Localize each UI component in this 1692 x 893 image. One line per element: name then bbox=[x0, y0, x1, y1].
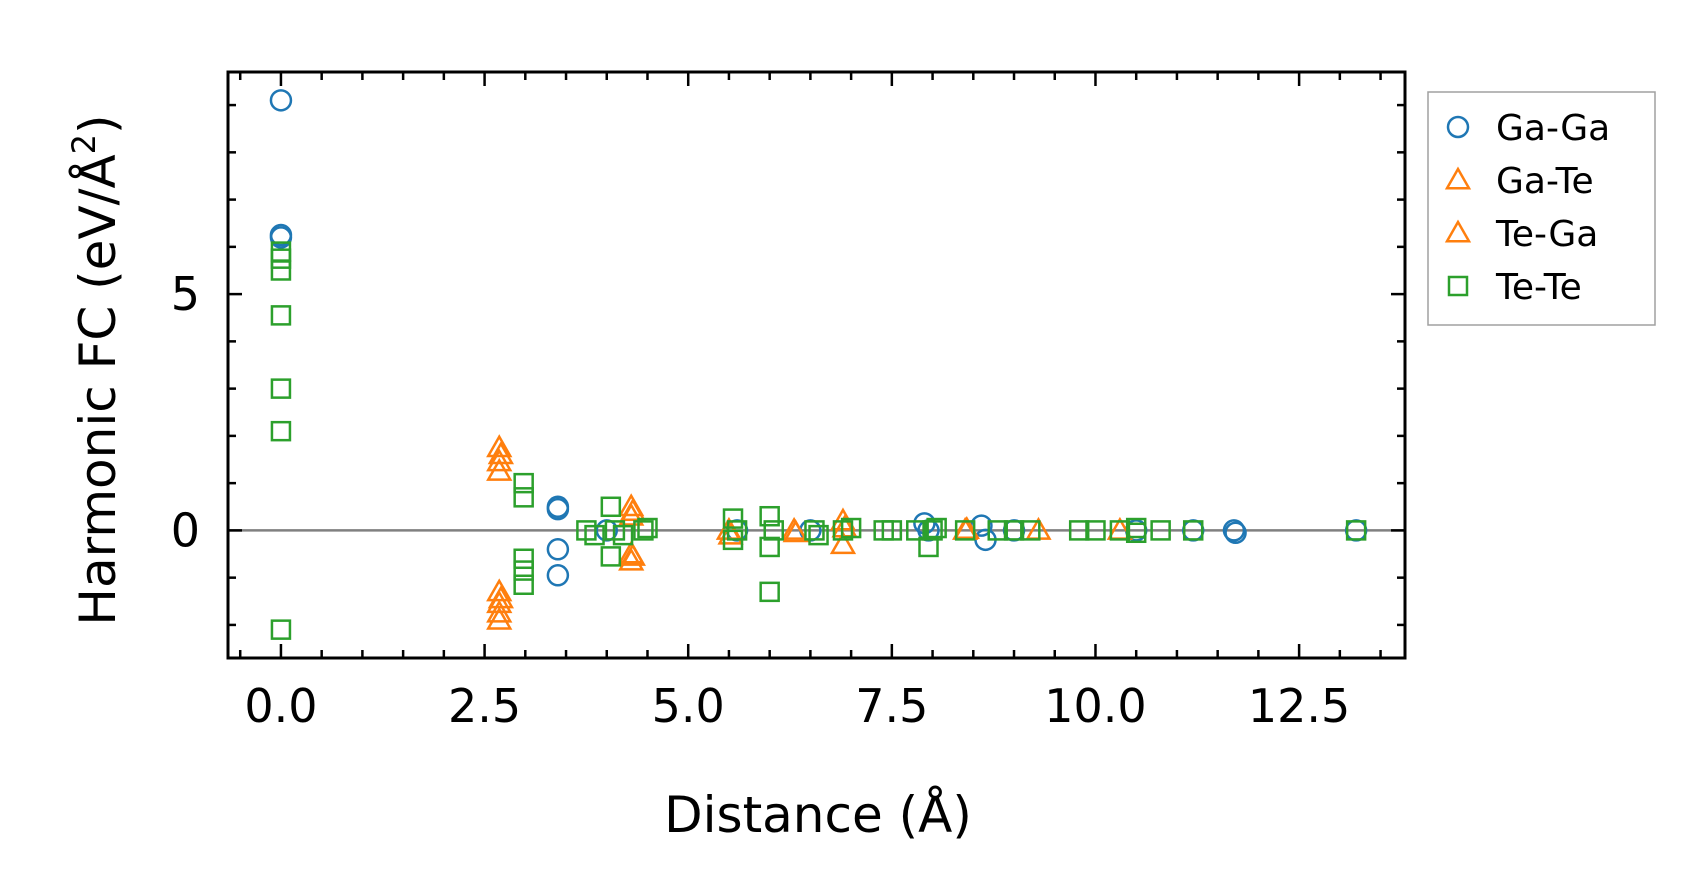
data-point bbox=[1224, 521, 1247, 545]
data-point bbox=[829, 531, 857, 555]
data-point bbox=[804, 520, 825, 541]
data-point bbox=[763, 520, 784, 541]
legend: Ga-Ga Ga-Te Te-Ga Te-Te bbox=[1427, 91, 1656, 326]
data-point bbox=[600, 496, 622, 518]
data-point bbox=[269, 89, 293, 112]
data-point bbox=[487, 441, 515, 465]
x-tick-label: 12.5 bbox=[1248, 679, 1350, 733]
data-point bbox=[612, 524, 634, 546]
series-te-ga bbox=[487, 441, 980, 609]
data-point bbox=[546, 497, 570, 521]
y-axis-label-sup: 2 bbox=[65, 134, 103, 154]
data-point bbox=[619, 497, 646, 521]
data-markers bbox=[269, 89, 1368, 640]
data-point bbox=[513, 487, 534, 508]
y-axis-label-main: Harmonic FC (eV/Å bbox=[69, 154, 127, 625]
data-point bbox=[633, 520, 654, 541]
data-point bbox=[954, 520, 976, 541]
x-tick-label: 2.5 bbox=[448, 679, 521, 733]
data-point bbox=[840, 517, 862, 539]
data-point bbox=[486, 457, 513, 481]
data-point bbox=[637, 517, 658, 539]
y-axis-label-end: ) bbox=[69, 114, 127, 134]
data-point bbox=[600, 546, 622, 567]
plot-frame bbox=[226, 70, 1407, 660]
x-axis-label: Distance (Å) bbox=[664, 786, 972, 844]
legend-item: Te-Te bbox=[1447, 267, 1582, 308]
data-point bbox=[513, 472, 534, 494]
data-point bbox=[270, 619, 292, 640]
data-point bbox=[1125, 517, 1147, 539]
data-point bbox=[584, 524, 605, 546]
x-tick-label: 5.0 bbox=[652, 679, 725, 733]
legend-item: Ga-Ga bbox=[1446, 108, 1610, 149]
data-point bbox=[1182, 520, 1204, 541]
series-te-te bbox=[270, 241, 1367, 640]
data-point bbox=[270, 420, 292, 442]
data-point bbox=[486, 606, 513, 630]
data-point bbox=[1222, 519, 1246, 542]
data-point bbox=[1085, 520, 1106, 541]
axis-ticks bbox=[228, 72, 1405, 658]
data-point bbox=[926, 517, 947, 539]
data-point bbox=[759, 581, 780, 603]
x-tick-label: 0.0 bbox=[244, 679, 317, 733]
legend-triangle-icon bbox=[1444, 166, 1472, 190]
tick-labels: 0.0 2.5 5.0 7.5 10.0 12.5 0 5 bbox=[171, 267, 1351, 733]
data-point bbox=[759, 536, 780, 558]
data-point bbox=[546, 564, 570, 587]
data-point bbox=[1150, 520, 1171, 541]
legend-item: Ga-Te bbox=[1444, 161, 1594, 202]
legend-label: Ga-Ga bbox=[1496, 108, 1610, 149]
data-point bbox=[270, 305, 292, 326]
data-point bbox=[1020, 520, 1041, 541]
data-point bbox=[513, 560, 534, 581]
legend-label: Ga-Te bbox=[1496, 161, 1594, 202]
data-point bbox=[546, 538, 570, 561]
data-point bbox=[513, 574, 534, 595]
data-point bbox=[782, 519, 809, 543]
data-point bbox=[726, 520, 748, 541]
legend-label: Te-Te bbox=[1495, 267, 1582, 308]
data-point bbox=[906, 520, 927, 541]
data-point bbox=[922, 520, 943, 541]
legend-label: Te-Ga bbox=[1495, 214, 1598, 255]
data-point bbox=[270, 378, 292, 399]
data-point bbox=[1003, 520, 1025, 541]
legend-item: Te-Ga bbox=[1444, 214, 1598, 255]
data-point bbox=[269, 226, 293, 249]
data-point bbox=[722, 508, 744, 529]
legend-circle-icon bbox=[1446, 115, 1470, 139]
legend-square-icon bbox=[1447, 275, 1469, 297]
y-tick-label: 0 bbox=[171, 503, 200, 557]
data-point bbox=[270, 248, 292, 269]
data-point bbox=[1109, 520, 1131, 541]
data-point bbox=[487, 585, 515, 609]
data-point bbox=[486, 599, 513, 623]
data-point bbox=[759, 505, 780, 527]
data-point bbox=[270, 260, 292, 281]
data-point bbox=[987, 520, 1008, 541]
data-point bbox=[953, 515, 980, 539]
data-point bbox=[1068, 520, 1090, 541]
data-point bbox=[486, 448, 513, 472]
x-tick-label: 7.5 bbox=[855, 679, 928, 733]
data-point bbox=[1345, 520, 1367, 541]
series-ga-ga bbox=[269, 89, 1368, 587]
data-point bbox=[808, 524, 829, 546]
data-point bbox=[881, 520, 903, 541]
x-tick-label: 10.0 bbox=[1044, 679, 1146, 733]
y-axis-label: Harmonic FC (eV/Å2) bbox=[65, 114, 127, 625]
legend-triangle-icon bbox=[1444, 219, 1472, 243]
data-point bbox=[486, 434, 513, 458]
data-point bbox=[619, 542, 646, 566]
data-point bbox=[513, 548, 534, 570]
y-tick-label: 5 bbox=[171, 267, 200, 321]
